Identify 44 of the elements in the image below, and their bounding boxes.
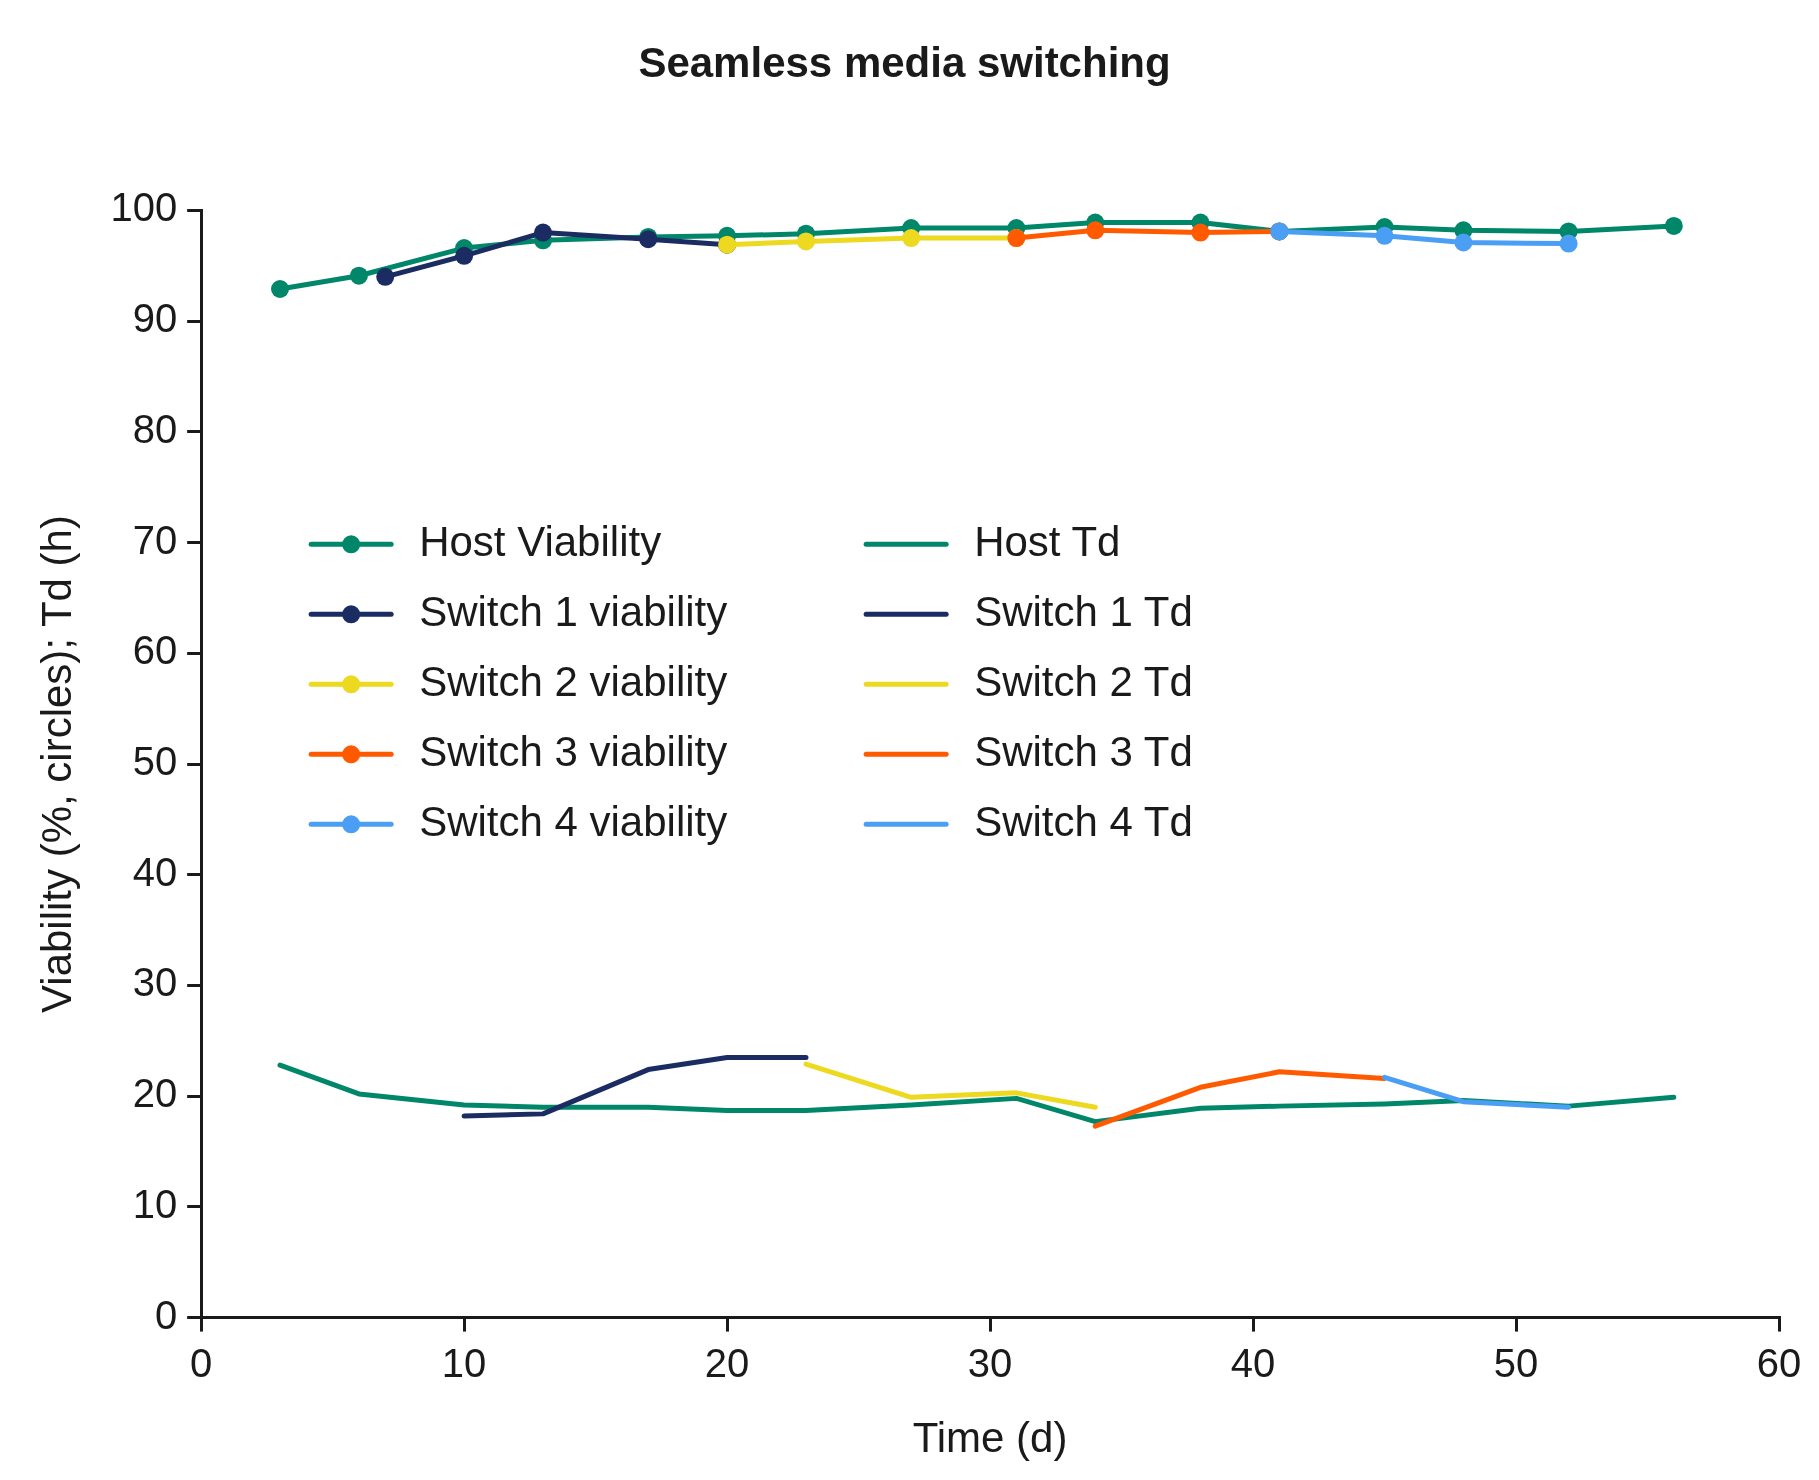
y-axis-title: Viability (%, circles); Td (h) <box>32 515 80 1013</box>
point <box>1191 223 1210 242</box>
y-tick-label: 0 <box>154 1292 178 1337</box>
point <box>534 223 553 242</box>
point <box>796 232 815 251</box>
point <box>349 266 368 285</box>
legend-label: Switch 4 Td <box>974 797 1193 845</box>
legend-label: Switch 1 viability <box>419 587 728 635</box>
x-tick-label: 30 <box>967 1340 1013 1385</box>
x-tick-label: 0 <box>190 1340 213 1385</box>
y-tick-label: 60 <box>132 628 178 673</box>
y-tick-label: 90 <box>132 296 178 341</box>
x-tick-label: 10 <box>441 1340 487 1385</box>
y-tick-label: 40 <box>132 849 178 894</box>
point <box>1375 226 1394 245</box>
y-tick-label: 10 <box>132 1181 178 1226</box>
point <box>902 229 921 248</box>
point <box>1664 216 1683 235</box>
y-tick-label: 70 <box>132 517 178 562</box>
legend-label: Switch 1 Td <box>974 587 1193 635</box>
x-tick-label: 50 <box>1493 1340 1539 1385</box>
point <box>376 267 395 286</box>
legend-label: Host Viability <box>419 517 662 565</box>
point <box>1559 234 1578 253</box>
x-axis-title: Time (d) <box>912 1414 1068 1462</box>
point <box>1086 221 1105 240</box>
legend-label: Switch 3 Td <box>974 727 1193 775</box>
legend-label: Switch 2 viability <box>419 657 728 705</box>
legend-label: Host Td <box>974 517 1121 565</box>
y-tick-label: 100 <box>110 185 178 230</box>
y-tick-label: 30 <box>132 960 178 1005</box>
legend-label: Switch 2 Td <box>974 657 1193 705</box>
legend-label: Switch 3 viability <box>419 727 728 775</box>
legend-label: Switch 4 viability <box>419 797 728 845</box>
x-tick-label: 20 <box>704 1340 750 1385</box>
y-tick-label: 80 <box>132 406 178 451</box>
x-tick-label: 40 <box>1230 1340 1276 1385</box>
point <box>271 280 290 299</box>
point <box>1454 233 1473 252</box>
chart-title: Seamless media switching <box>638 38 1171 86</box>
y-tick-label: 50 <box>132 739 178 784</box>
x-tick-label: 60 <box>1756 1340 1802 1385</box>
point <box>455 246 474 265</box>
y-tick-label: 20 <box>132 1071 178 1116</box>
